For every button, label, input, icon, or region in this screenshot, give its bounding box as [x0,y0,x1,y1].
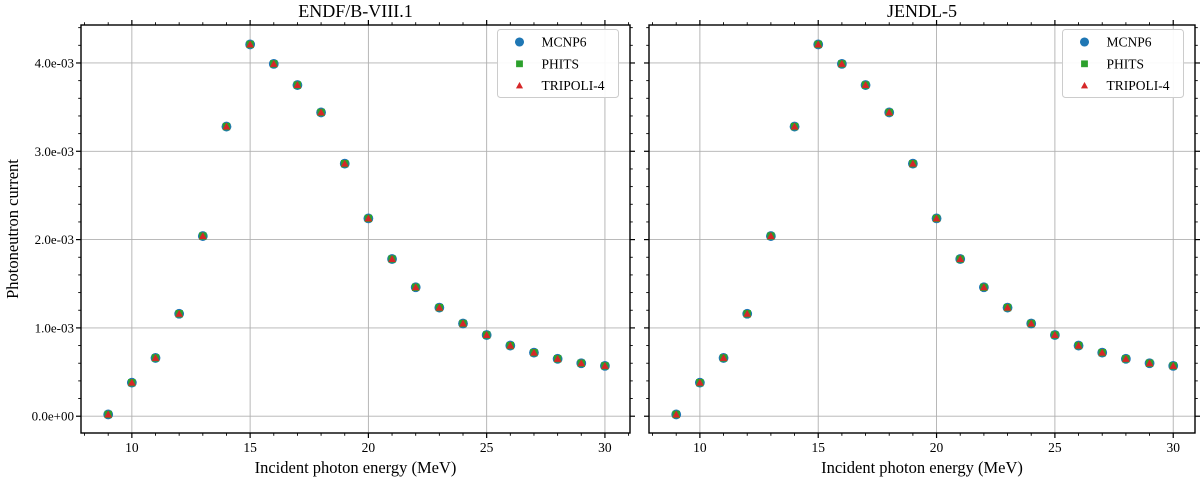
legend-circle-icon [1079,37,1090,47]
x-tick-label: 20 [362,440,376,455]
data-point-triangle-icon [269,59,278,67]
x-tick-label: 25 [1048,440,1062,455]
legend: MCNP6 PHITS TRIPOLI-4 [1062,29,1184,98]
legend-triangle-icon [515,81,524,89]
data-point-triangle-icon [1074,341,1083,349]
data-point-triangle-icon [672,410,681,418]
x-tick-label: 20 [930,440,944,455]
data-point-triangle-icon [1051,331,1059,338]
data-point-triangle-icon [506,341,515,349]
tick-marks [76,20,635,438]
panel-title: ENDF/B-VIII.1 [298,1,413,21]
x-axis-label: Incident photon energy (MeV) [255,458,457,477]
data-point-triangle-icon [577,359,586,367]
data-point-triangle-icon [1169,361,1178,369]
legend-entry: TRIPOLI-4 [515,78,605,93]
data-point-triangle-icon [909,159,917,167]
legend-entry-label: TRIPOLI-4 [542,78,605,93]
data-point-triangle-icon [790,122,799,130]
data-point-triangle-icon [317,108,325,116]
data-point-triangle-icon [128,378,136,386]
legend-square-icon [1081,60,1088,68]
data-point-triangle-icon [553,354,562,362]
x-axis-label: Incident photon energy (MeV) [821,458,1023,477]
data-point-triangle-icon [175,309,183,317]
data-point-triangle-icon [767,232,775,240]
legend-entry: PHITS [516,56,579,71]
data-point-triangle-icon [696,378,704,386]
gridlines [649,25,1195,433]
y-tick-label: 1.0e-03 [35,320,74,335]
legend-box [497,29,619,98]
tick-marks [644,20,1200,438]
x-tick-label: 15 [811,440,825,455]
data-point-triangle-icon [199,232,207,240]
y-tick-label: 3.0e-03 [35,144,74,159]
data-point-triangle-icon [459,319,467,327]
data-point-triangle-icon [1098,348,1107,356]
y-tick-label: 2.0e-03 [35,232,74,247]
data-point-triangle-icon [601,361,609,369]
legend-circle-icon [514,37,525,47]
data-point-triangle-icon [814,40,823,48]
data-point-triangle-icon [1122,354,1130,362]
legend-entry-label: PHITS [1107,56,1145,71]
legend-entry-label: TRIPOLI-4 [1107,78,1170,93]
x-tick-label: 30 [598,440,612,455]
data-point-triangle-icon [411,283,420,291]
axes-frame [80,24,631,434]
y-tick-label: 4.0e-03 [35,55,74,70]
y-tick-label: 0.0e+00 [32,409,74,424]
legend-entry: MCNP6 [1079,35,1152,50]
panel-title: JENDL-5 [887,1,957,21]
data-point-triangle-icon [293,81,302,89]
data-points [671,39,1179,420]
data-point-triangle-icon [861,81,870,89]
data-point-triangle-icon [388,255,396,263]
legend-entry-label: MCNP6 [542,35,587,50]
legend: MCNP6 PHITS TRIPOLI-4 [497,29,619,98]
data-point-triangle-icon [482,331,491,338]
data-point-triangle-icon [435,303,444,311]
legend-entry: TRIPOLI-4 [1080,78,1170,93]
data-point-triangle-icon [246,40,254,48]
legend-box [1062,29,1184,98]
data-point-triangle-icon [530,348,538,356]
data-point-triangle-icon [956,255,965,263]
data-point-triangle-icon [838,59,846,67]
legend-entry: PHITS [1081,56,1144,71]
data-point-triangle-icon [104,410,113,418]
data-point-triangle-icon [1003,303,1012,311]
y-axis-label: Photoneutron current [3,159,22,299]
data-point-triangle-icon [222,122,231,130]
chart-panel-1: 10 15 20 25 30 0.0e+00 1.0e-03 2.0e-03 3.0e-03 4.… [32,1,635,477]
x-tick-label: 25 [480,440,494,455]
data-point-triangle-icon [364,214,373,222]
axes-frame [648,24,1196,434]
legend-entry: MCNP6 [514,35,587,50]
data-point-triangle-icon [1027,319,1036,327]
data-point-triangle-icon [932,214,941,222]
data-point-triangle-icon [151,354,160,361]
data-point-triangle-icon [743,309,752,317]
legend-entry-label: PHITS [542,56,580,71]
data-point-triangle-icon [1145,359,1154,367]
data-points [103,39,610,420]
chart-panel-2: 10 15 20 25 30 JENDL-5 Incident photon energy … [644,1,1200,477]
data-point-triangle-icon [980,283,988,291]
data-point-triangle-icon [885,108,894,116]
x-tick-label: 30 [1166,440,1180,455]
legend-square-icon [516,60,523,68]
legend-triangle-icon [1080,81,1089,89]
data-point-triangle-icon [340,159,349,167]
x-tick-label: 15 [243,440,257,455]
x-tick-label: 10 [125,440,139,455]
legend-entry-label: MCNP6 [1107,35,1152,50]
data-point-triangle-icon [719,354,728,361]
x-tick-label: 10 [693,440,707,455]
